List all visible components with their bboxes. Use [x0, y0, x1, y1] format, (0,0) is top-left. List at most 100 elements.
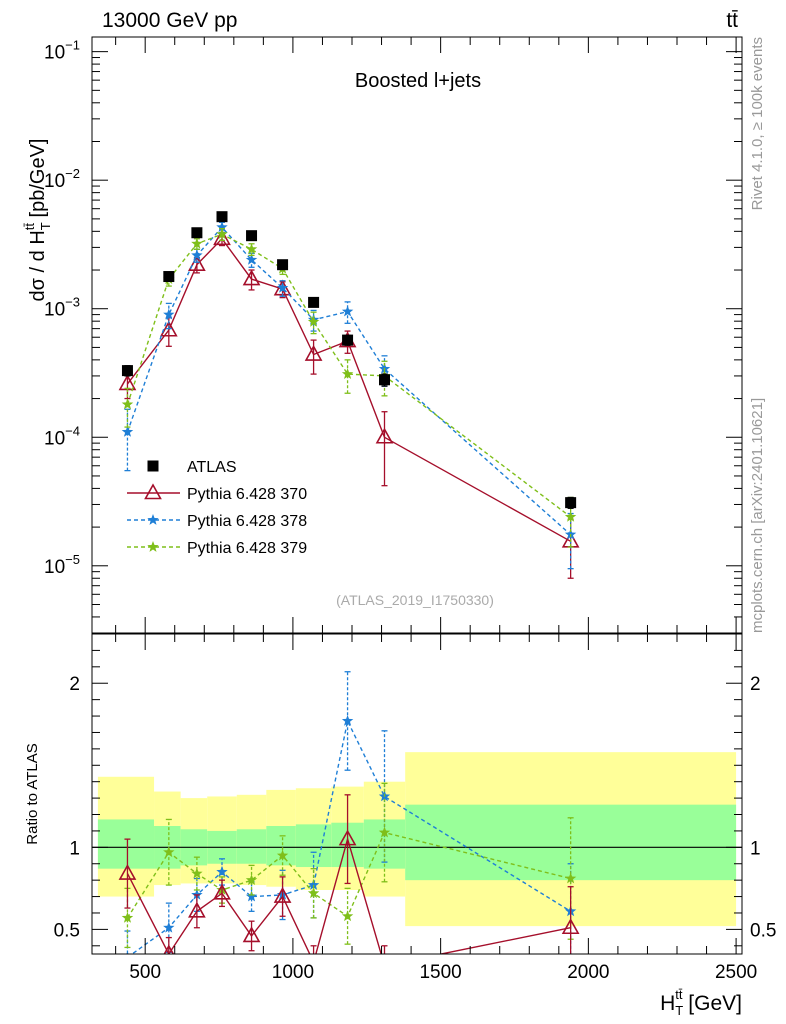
main-pythia-6-428-370-point	[213, 229, 231, 246]
header-process: tt̄	[726, 9, 738, 32]
x-tick-label: 2000	[567, 962, 609, 983]
main-plot-frame	[91, 36, 743, 634]
ratio-pythia-6-428-378-line	[130, 718, 571, 954]
legend: ATLAS Pythia 6.428 370 Pythia 6.428 378 Pyt…	[127, 459, 307, 557]
header-energy: 13000 GeV pp	[102, 9, 237, 32]
ratio-pythia-6-428-370-point	[163, 944, 175, 954]
main-pythia-6-428-370-point	[188, 255, 206, 272]
x-axis-label: HTtt̄ [GeV]	[660, 987, 742, 1018]
legend-label: Pythia 6.428 370	[187, 486, 307, 503]
legend-label: Pythia 6.428 378	[187, 513, 307, 530]
main-atlas-point	[191, 227, 203, 239]
main-atlas-point	[565, 497, 577, 509]
main-pythia-6-428-378-point	[163, 308, 175, 320]
legend-swatch-marker	[144, 483, 162, 500]
main-y-tick-label: 10−2	[44, 166, 80, 192]
main-atlas-point	[342, 334, 354, 346]
ratio-band-inner	[266, 826, 296, 866]
main-plot-panel: 10−510−410−310−210−1 Boosted l+jets (ATL…	[44, 36, 743, 634]
tick-exponent: −1	[65, 38, 80, 53]
ratio-y-tick-label-left: 2	[69, 674, 80, 695]
legend-item-atlas: ATLAS	[147, 459, 237, 476]
main-pythia-6-428-379-line	[126, 233, 572, 518]
ratio-y-tick-label-right: 2	[750, 674, 761, 695]
main-pythia-6-428-370-point	[375, 427, 394, 444]
legend-label: Pythia 6.428 379	[187, 540, 307, 557]
legend-item-pythia-6-428-378: Pythia 6.428 378	[127, 513, 307, 530]
main-pythia-6-428-379-point	[245, 243, 258, 255]
tick-exponent: −3	[65, 295, 80, 310]
main-pythia-6-428-379-point	[564, 510, 577, 522]
tick-exponent: −4	[65, 423, 80, 438]
x-tick-label: 1500	[419, 962, 461, 983]
ratio-pythia-6-428-379-point	[341, 910, 354, 922]
main-pythia-6-428-379-point	[121, 398, 134, 410]
ratio-band-inner	[236, 829, 267, 864]
ylabel-main: dσ / d H	[27, 230, 49, 301]
tick-exponent: −5	[65, 552, 80, 567]
ratio-pythia-6-428-378-point	[341, 715, 354, 726]
ratio-pythia-6-428-378-point	[245, 890, 258, 902]
main-atlas-point	[277, 259, 289, 271]
ratio-pythia-6-428-370-point	[213, 883, 231, 900]
ratio-pythia-6-428-379-point	[121, 911, 134, 923]
ratio-pythia-6-428-370-point	[377, 957, 392, 971]
main-pythia-6-428-379-point	[216, 228, 228, 239]
main-pythia-6-428-370-point	[159, 320, 178, 337]
tick-base: 10	[44, 300, 65, 321]
main-atlas-point	[216, 211, 228, 223]
ratio-plot-frame	[91, 633, 743, 955]
ratio-pythia-6-428-379-point	[163, 846, 175, 858]
main-pythia-6-428-370-line	[126, 237, 571, 542]
ratio-pythia-6-428-379-point	[307, 887, 320, 899]
main-pythia-6-428-378-point	[341, 305, 354, 317]
chart-title: Boosted l+jets	[355, 70, 481, 92]
main-pythia-6-428-378-line	[126, 226, 572, 536]
main-atlas-point	[379, 374, 390, 386]
main-pythia-6-428-370-point	[304, 344, 323, 361]
ratio-pythia-6-428-370-point	[188, 901, 206, 918]
main-atlas-point	[308, 296, 320, 308]
ratio-band-inner	[97, 819, 155, 869]
legend-swatch-marker	[147, 514, 159, 525]
main-pythia-6-428-379-point	[191, 237, 203, 249]
ratio-pythia-6-428-370-line	[126, 836, 571, 954]
xlabel-sub: T	[675, 1003, 683, 1018]
main-pythia-6-428-378-point	[245, 253, 258, 265]
legend-swatch-marker	[147, 541, 159, 552]
ratio-pythia-6-428-370-point	[273, 886, 292, 903]
x-tick-label: 2500	[715, 962, 757, 983]
ratio-y-tick-label-right: 0.5	[750, 920, 776, 941]
ratio-pythia-6-428-370-point	[118, 863, 137, 880]
ratio-pythia-6-428-379-point	[564, 872, 577, 884]
ylabel-sup: tt̄	[22, 223, 37, 231]
ratio-pythia-6-428-379-point	[276, 849, 289, 861]
mcplots-label: mcplots.cern.ch [arXiv:2401.10621]	[749, 398, 766, 633]
main-pythia-6-428-370-point	[242, 269, 261, 286]
ratio-pythia-6-428-378-point	[216, 865, 228, 877]
tick-base: 10	[44, 557, 65, 578]
ratio-plot-panel: 0.5 0.51 12 2500 1000 1500 2000 2500	[54, 633, 776, 983]
ratio-pythia-6-428-370-point	[338, 829, 357, 846]
ratio-y-tick-label-left: 1	[69, 838, 80, 859]
legend-swatch-marker	[147, 460, 159, 472]
ylabel-sub: T	[38, 222, 53, 230]
tick-exponent: −2	[65, 166, 80, 181]
main-pythia-6-428-378-point	[276, 282, 289, 293]
main-pythia-6-428-378-point	[216, 221, 228, 233]
main-y-tick-label: 10−4	[44, 423, 80, 449]
ylabel-unit: [pb/GeV]	[27, 139, 49, 224]
main-pythia-6-428-379-point	[307, 315, 320, 327]
x-tick-label: 500	[129, 962, 161, 983]
legend-item-pythia-6-428-379: Pythia 6.428 379	[127, 540, 307, 557]
main-y-axis-label: dσ / d HTtt̄ [pb/GeV]	[22, 139, 53, 302]
rivet-version-label: Rivet 4.1.0, ≥ 100k events	[749, 37, 766, 210]
main-y-tick-label: 10−1	[44, 38, 80, 64]
main-pythia-6-428-378-point	[191, 249, 203, 261]
ratio-pythia-6-428-378-point	[307, 879, 320, 890]
x-tick-label: 1000	[272, 962, 314, 983]
xlabel-unit: [GeV]	[682, 992, 742, 1015]
legend-item-pythia-6-428-370: Pythia 6.428 370	[127, 483, 307, 503]
tick-base: 10	[44, 428, 65, 449]
